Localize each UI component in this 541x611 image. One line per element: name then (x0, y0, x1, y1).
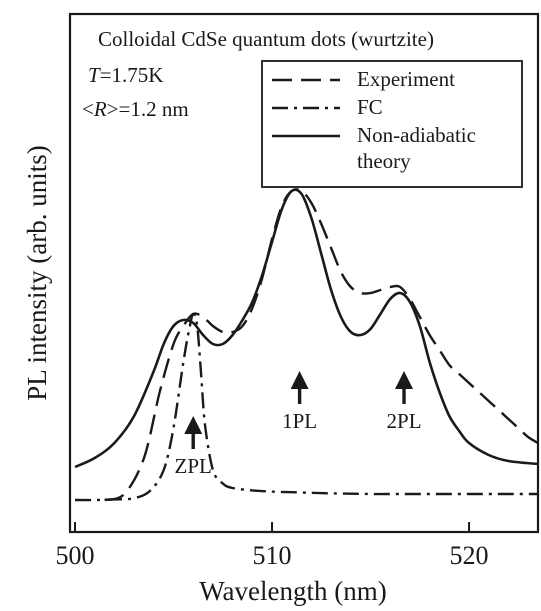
legend: Experiment FC Non-adiabatic theory (261, 60, 523, 188)
legend-label-non-adiabatic-theory: Non-adiabatic theory (357, 123, 476, 173)
radius-annotation: <R>=1.2 nm (82, 97, 189, 121)
peak-label-zpl: ZPL (175, 454, 212, 478)
legend-label-fc: FC (357, 95, 383, 119)
x-tick-label-500: 500 (56, 541, 95, 570)
temperature-symbol: T (88, 63, 101, 87)
series-experiment (104, 188, 539, 502)
peak-label-2pl: 2PL (387, 409, 422, 433)
y-axis-title: PL intensity (arb. units) (22, 145, 52, 400)
arrow-head-2pl (395, 371, 414, 389)
temperature-value: =1.75K (100, 63, 164, 87)
legend-box (261, 60, 523, 188)
radius-open-bracket: < (82, 97, 94, 121)
arrow-head-1pl (290, 371, 309, 389)
chart-title: Colloidal CdSe quantum dots (wurtzite) (98, 27, 434, 51)
series-fc (74, 312, 538, 502)
temperature-annotation: T=1.75K (88, 63, 163, 87)
x-tick-label-510: 510 (253, 541, 292, 570)
radius-value: =1.2 nm (119, 97, 189, 121)
plot-frame (68, 12, 540, 534)
radius-symbol: R (93, 97, 107, 121)
series-layer (74, 188, 539, 502)
legend-label-experiment: Experiment (357, 67, 455, 91)
peak-annotations: ZPL 1PL 2PL (175, 371, 422, 478)
radius-close-bracket: > (107, 97, 119, 121)
x-tick-label-520: 520 (450, 541, 489, 570)
arrow-head-zpl (184, 416, 203, 434)
peak-label-1pl: 1PL (282, 409, 317, 433)
x-axis-ticks: 500 510 520 (56, 522, 489, 570)
x-axis-title: Wavelength (nm) (199, 576, 387, 606)
series-non-adiabatic-theory (74, 188, 539, 469)
